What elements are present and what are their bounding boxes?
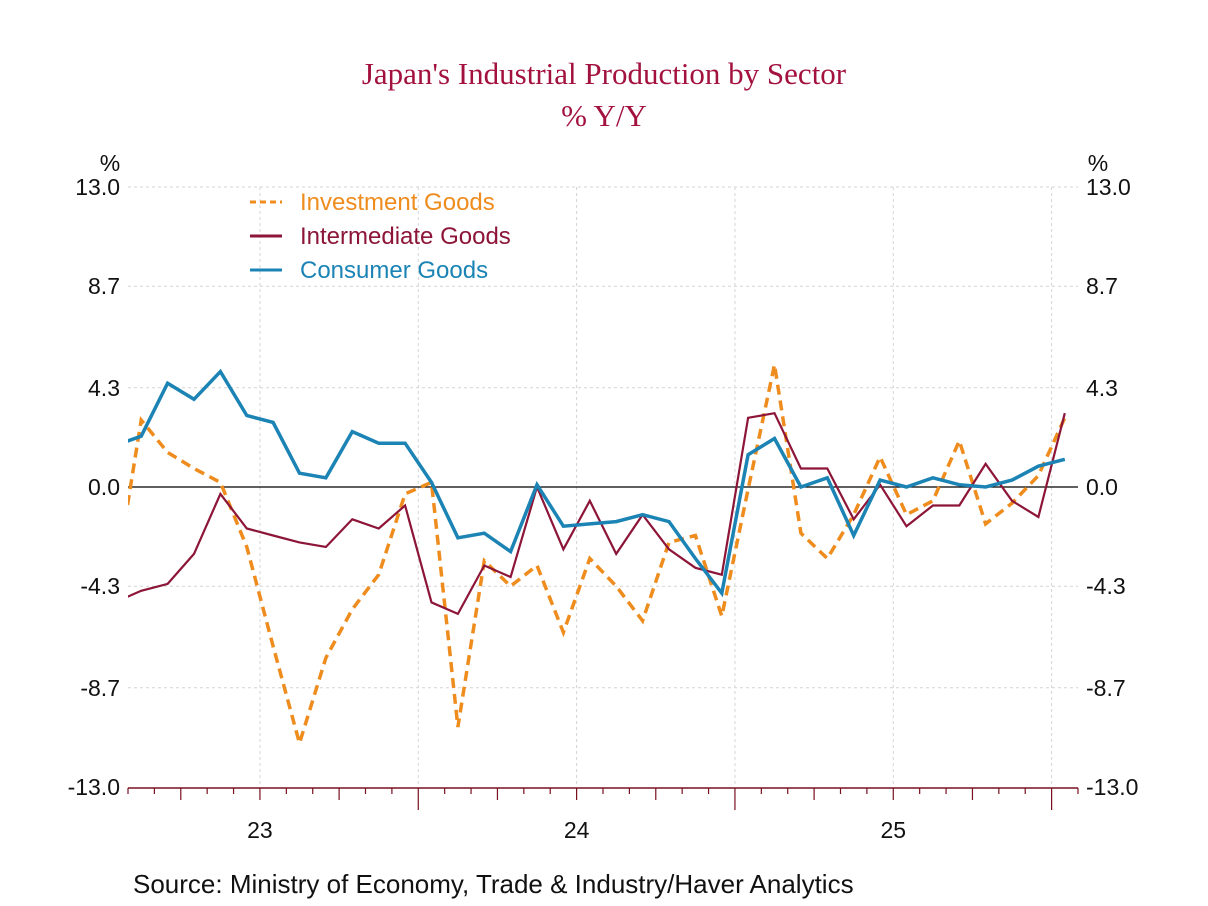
gridlines: [128, 186, 1078, 787]
y-axis-unit-right: %: [1088, 150, 1108, 176]
y-tick-label-left: 13.0: [75, 174, 120, 200]
chart-subtitle: % Y/Y: [561, 98, 647, 133]
y-tick-label-right: 13.0: [1086, 174, 1131, 200]
y-tick-label-left: -4.3: [80, 573, 120, 599]
x-tick-label: 23: [247, 817, 273, 843]
y-tick-label-right: -13.0: [1086, 774, 1138, 800]
chart-title: Japan's Industrial Production by Sector: [362, 56, 847, 91]
y-axis-unit-left: %: [100, 150, 120, 176]
y-tick-label-left: -13.0: [68, 774, 120, 800]
y-tick-label-left: 8.7: [88, 273, 120, 299]
y-tick-label-left: -8.7: [80, 675, 120, 701]
y-axis-ticks: 13.0 13.0 8.7 8.7 4.3 4.3 0.0 0.0 -4.3 -4.3 -8.7 -8…: [68, 174, 1139, 800]
source-note: Source: Ministry of Economy, Trade & Ind…: [133, 869, 854, 899]
y-tick-label-left: 0.0: [88, 474, 120, 500]
legend-label: Consumer Goods: [300, 257, 488, 284]
y-tick-label-left: 4.3: [88, 375, 120, 401]
y-tick-label-right: 8.7: [1086, 273, 1118, 299]
series-lines: [128, 364, 1067, 750]
x-tick-label: 25: [880, 817, 906, 843]
x-axis: 23 24 25: [127, 787, 1079, 843]
y-tick-label-right: 0.0: [1086, 474, 1118, 500]
legend-label: Investment Goods: [300, 189, 495, 216]
legend: Investment Goods Intermediate Goods Consum…: [250, 189, 511, 284]
y-tick-label-right: 4.3: [1086, 375, 1118, 401]
y-tick-label-right: -8.7: [1086, 675, 1126, 701]
x-tick-label: 24: [564, 817, 590, 843]
legend-label: Intermediate Goods: [300, 223, 511, 250]
y-tick-label-right: -4.3: [1086, 573, 1126, 599]
series-line-investment-goods: [128, 364, 1067, 750]
